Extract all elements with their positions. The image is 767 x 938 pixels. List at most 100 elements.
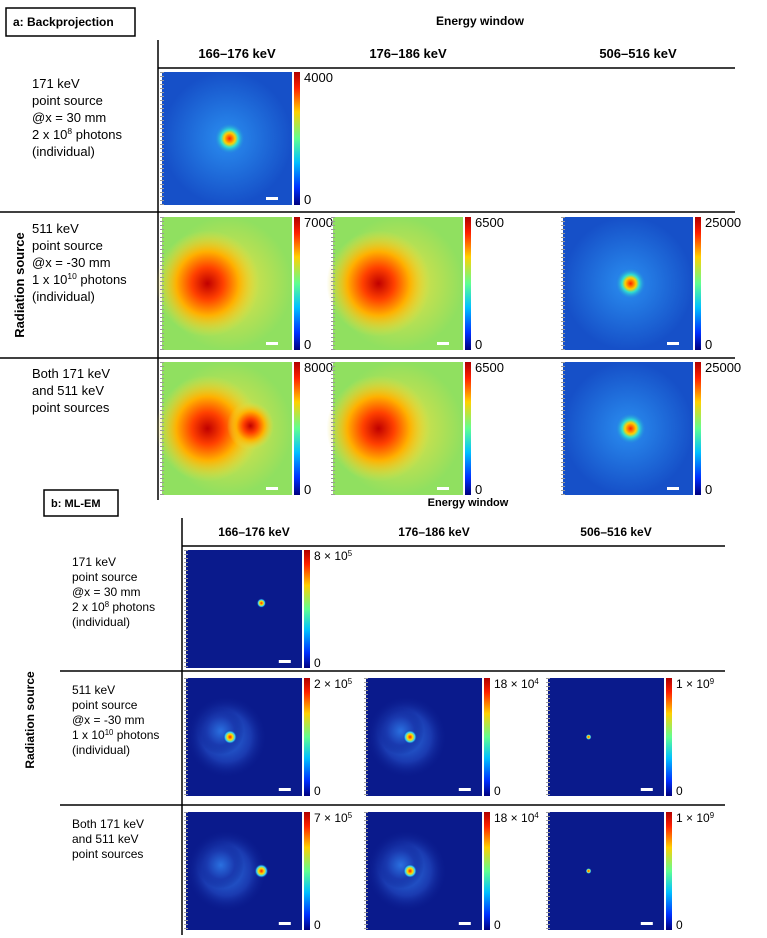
heat-blob (256, 598, 267, 608)
row-label: and 511 keV (72, 832, 139, 846)
heatmap (546, 812, 664, 930)
colorbar-max: 6500 (475, 360, 504, 375)
heatmap (326, 217, 463, 350)
scale-bar (266, 197, 278, 200)
row-label-base: 2 x 10 (32, 127, 67, 142)
scale-bar (458, 922, 471, 925)
scale-bar (458, 788, 471, 791)
row-label-sup: 8 (67, 126, 72, 136)
row-label: point sources (32, 400, 110, 415)
row-label-sup: 8 (105, 600, 109, 609)
colorbar-max-sup: 5 (348, 549, 353, 558)
colorbar-min: 0 (314, 784, 321, 798)
heat-blob (585, 734, 592, 740)
heat-blob (197, 707, 244, 755)
heat-blob (326, 230, 431, 337)
colorbar (484, 812, 490, 930)
heatmap (561, 217, 693, 350)
colorbar (465, 362, 471, 495)
colorbar-max: 4000 (304, 70, 333, 85)
row-label: @x = -30 mm (72, 713, 145, 727)
colorbar-max: 25000 (705, 215, 741, 230)
row-label: Both 171 keV (32, 366, 110, 381)
colorbar-max: 7 × 105 (314, 811, 353, 826)
colorbar (484, 678, 490, 796)
colorbar (666, 678, 672, 796)
row-label: point sources (72, 847, 143, 861)
heatmap (326, 362, 463, 495)
heatmap (364, 812, 482, 930)
colorbar-max: 1 × 109 (676, 677, 714, 692)
row-label: (individual) (32, 144, 95, 159)
row-label: @x = 30 mm (32, 110, 106, 125)
row-group: Radiation source (23, 671, 37, 769)
row-label: (individual) (72, 615, 130, 629)
row-label: @x = 30 mm (72, 585, 141, 599)
column-header: 506–516 keV (580, 525, 651, 539)
scale-bar (266, 487, 278, 490)
scale-bar (278, 660, 291, 663)
panel-label-box (43, 489, 119, 517)
row-label-tail: photons (113, 728, 159, 742)
colorbar (695, 362, 701, 495)
colorbar (695, 217, 701, 350)
colorbar-max-base: 1 × 10 (676, 811, 710, 825)
row-label: (individual) (72, 743, 130, 757)
row-label: point source (72, 698, 138, 712)
row-label: Both 171 keV (72, 817, 144, 831)
row-label: @x = -30 mm (32, 255, 111, 270)
heat-blob (214, 122, 246, 155)
heatmap-bg (548, 812, 664, 930)
row-label-base: 2 x 10 (72, 600, 105, 614)
heat-blob (615, 412, 647, 445)
panel-label-box (5, 7, 136, 37)
colorbar (294, 72, 300, 205)
colorbar-min: 0 (304, 192, 311, 207)
heatmap (184, 678, 302, 796)
row-label-tail: photons (72, 127, 122, 142)
colorbar (304, 812, 310, 930)
row-label-sup: 10 (105, 728, 114, 737)
column-header: 166–176 keV (198, 46, 276, 61)
row-label: 511 keV (32, 221, 79, 236)
colorbar-max-base: 18 × 10 (494, 811, 535, 825)
heatmap (155, 362, 292, 495)
heatmap (155, 217, 292, 350)
row-label: 171 keV (72, 555, 116, 569)
column-header: 176–186 keV (398, 525, 469, 539)
heat-blob (197, 841, 244, 889)
heatmap (160, 72, 292, 205)
heat-blob (403, 729, 418, 745)
scale-bar (266, 342, 278, 345)
column-header: 176–186 keV (369, 46, 447, 61)
row-label: 1 x 1010 photons (32, 271, 127, 287)
colorbar (294, 362, 300, 495)
colorbar-min: 0 (705, 482, 712, 497)
row-label: 511 keV (72, 683, 115, 697)
colorbar-min: 0 (494, 918, 501, 932)
colorbar-max: 8 × 105 (314, 549, 353, 564)
colorbar-min: 0 (314, 656, 321, 670)
heat-blob (155, 230, 260, 337)
column-group: Energy window (428, 497, 509, 509)
heatmap-bg (548, 678, 664, 796)
colorbar-max-sup: 5 (348, 677, 353, 686)
heatmap (184, 812, 302, 930)
colorbar-max: 18 × 104 (494, 677, 539, 692)
row-label: (individual) (32, 289, 95, 304)
colorbar-min: 0 (304, 482, 311, 497)
row-label: point source (32, 93, 103, 108)
heat-blob (227, 401, 274, 450)
row-label: and 511 keV (32, 383, 104, 398)
heat-blob (403, 863, 418, 879)
colorbar-max: 8000 (304, 360, 333, 375)
heatmap (364, 678, 482, 796)
heatmap (546, 678, 664, 796)
colorbar-min: 0 (475, 482, 482, 497)
scale-bar (667, 342, 679, 345)
heat-blob (377, 707, 424, 755)
row-label-base: 1 x 10 (32, 272, 67, 287)
row-label: point source (32, 238, 103, 253)
row-label: 171 keV (32, 76, 80, 91)
